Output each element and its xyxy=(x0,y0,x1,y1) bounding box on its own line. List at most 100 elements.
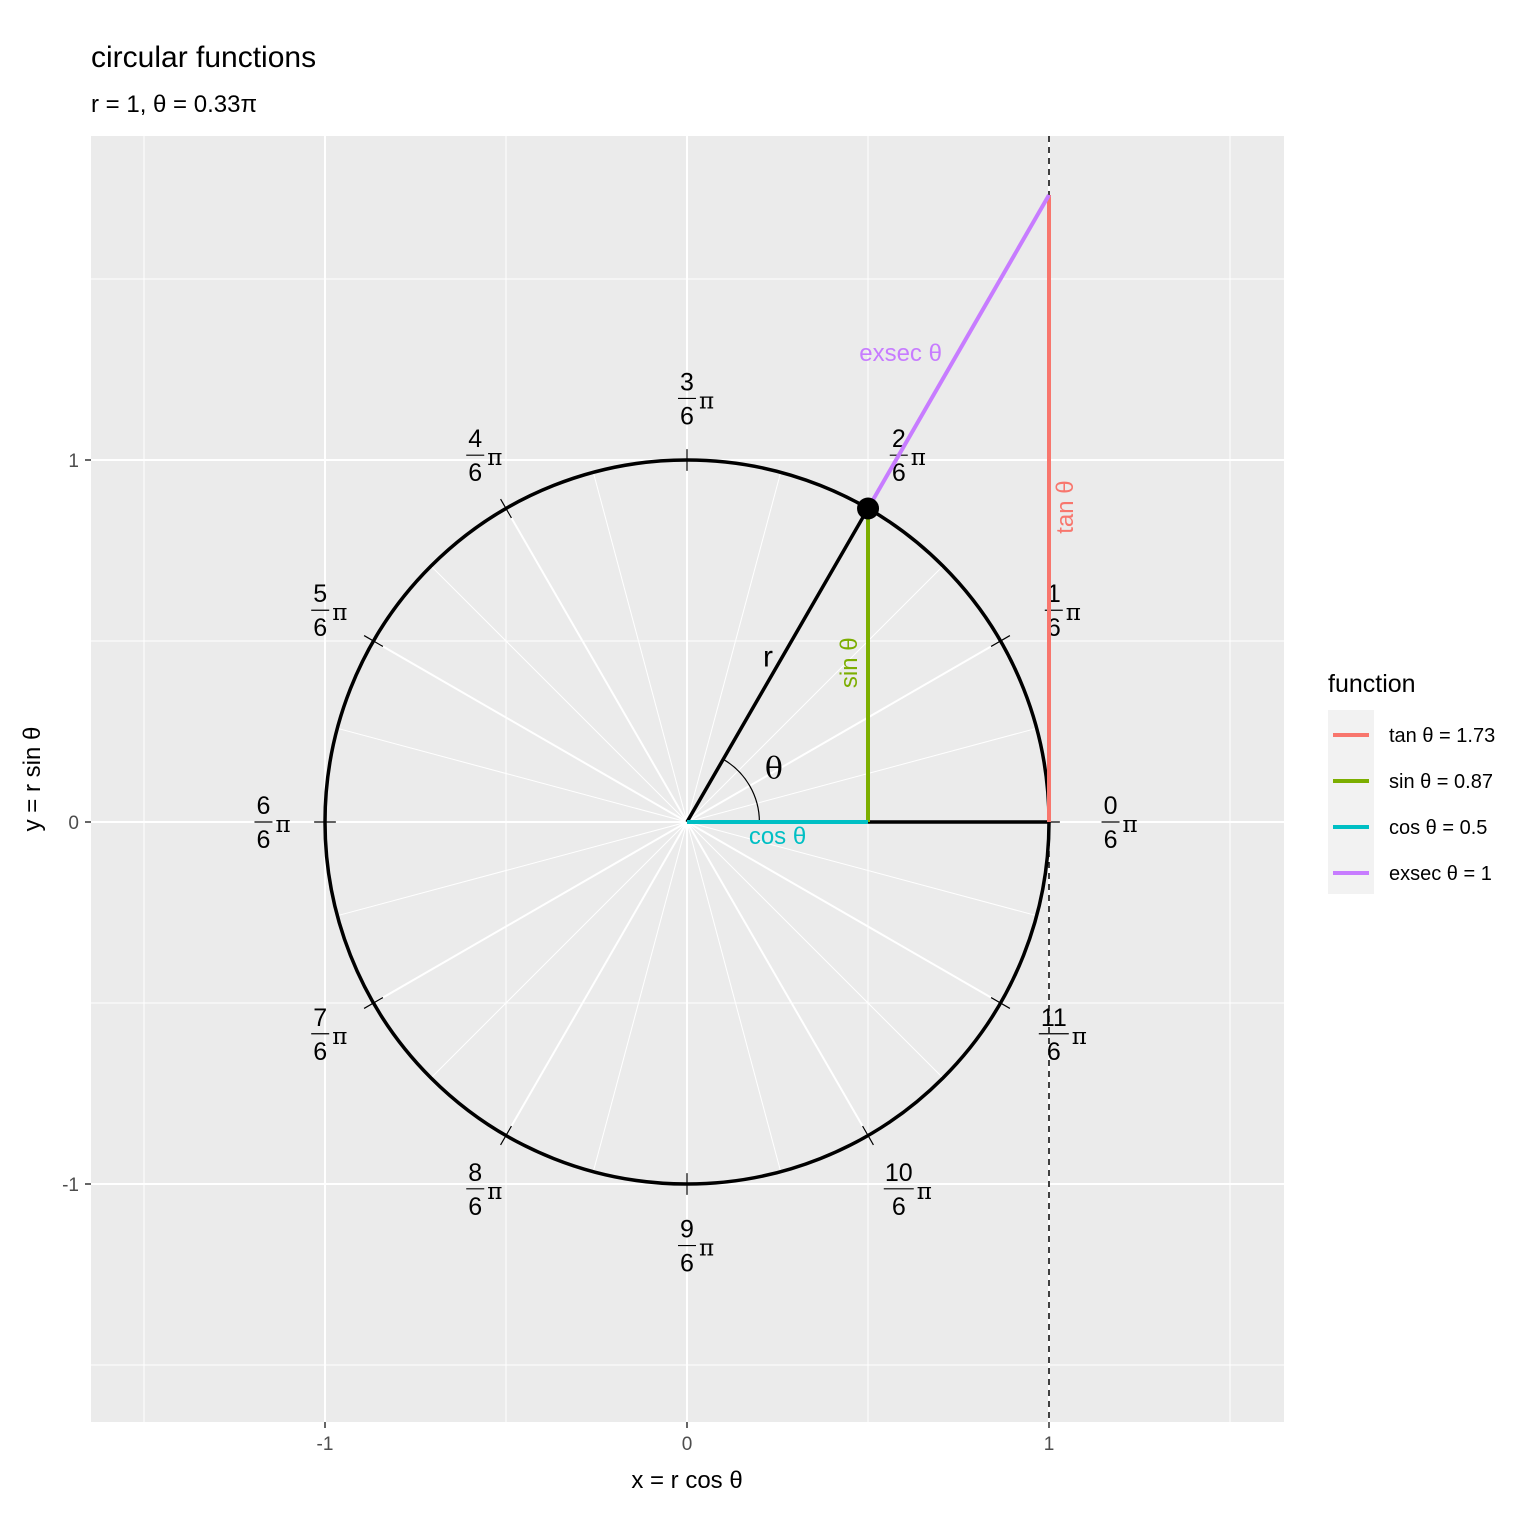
angle-denominator: 6 xyxy=(468,1193,482,1221)
angle-label: 10 6π xyxy=(883,1159,932,1221)
angle-label: 0 6π xyxy=(1101,792,1138,854)
angle-label: 9 6π xyxy=(678,1216,714,1278)
cos-label: cos θ xyxy=(749,823,806,850)
spoke-line xyxy=(430,565,688,823)
y-axis-title: y = r sin θ xyxy=(19,727,46,832)
tan-label: tan θ xyxy=(1052,480,1079,533)
spoke-line xyxy=(686,640,1002,823)
angle-pi: π xyxy=(487,1179,502,1205)
chart-title: circular functions xyxy=(91,41,316,74)
spoke-line xyxy=(686,821,869,1137)
angle-numerator: 4 xyxy=(468,425,482,453)
radius-label: r xyxy=(763,640,773,673)
angle-denominator: 6 xyxy=(1104,826,1118,854)
angle-label: 26π xyxy=(889,425,926,487)
x-tick-label: 0 xyxy=(682,1434,693,1455)
radius-line xyxy=(685,507,870,823)
legend: function tan θ = 1.73 sin θ = 0.87 cos θ =… xyxy=(1328,670,1495,894)
x-tick-label: 1 xyxy=(1044,1434,1055,1455)
spoke-line xyxy=(372,640,688,823)
angle-tick xyxy=(363,635,384,647)
angle-tick xyxy=(990,997,1011,1009)
angle-denominator: 6 xyxy=(892,459,906,487)
exsec-label: exsec θ xyxy=(859,340,942,367)
legend-label: tan θ = 1.73 xyxy=(1389,725,1495,747)
spoke-line xyxy=(505,821,688,1137)
spoke-line xyxy=(686,565,944,823)
legend-key-background xyxy=(1328,710,1374,894)
spoke-line xyxy=(686,821,944,1079)
angle-label: 11 6π xyxy=(1038,1004,1087,1066)
angle-pi: π xyxy=(1066,600,1081,626)
spoke-line xyxy=(686,727,1037,823)
x-tick-label: -1 xyxy=(317,1434,334,1455)
angle-tick xyxy=(363,997,384,1009)
angle-numerator: 9 xyxy=(680,1216,694,1244)
angle-pi: π xyxy=(699,1236,714,1262)
function-series xyxy=(687,194,1051,824)
chart-subtitle: r = 1, θ = 0.33π xyxy=(91,91,257,118)
angle-pi: π xyxy=(275,812,290,838)
spoke-line xyxy=(686,821,782,1172)
angle-denominator: 6 xyxy=(680,402,694,430)
angle-numerator: 8 xyxy=(468,1159,482,1187)
spoke-line xyxy=(686,821,1037,917)
x-axis-title: x = r cos θ xyxy=(631,1467,742,1494)
angle-numerator: 11 xyxy=(1041,1004,1067,1032)
spoke-line xyxy=(372,821,688,1004)
legend-label: sin θ = 0.87 xyxy=(1389,771,1493,793)
spoke-line xyxy=(505,507,688,823)
spoke-line xyxy=(337,727,688,823)
theta-arc xyxy=(722,758,760,823)
angle-pi: π xyxy=(1072,1024,1087,1050)
spoke-line xyxy=(337,821,688,917)
angle-tick xyxy=(500,498,512,519)
angle-spokes xyxy=(337,472,1037,1172)
legend-title: function xyxy=(1328,670,1416,698)
angle-denominator: 6 xyxy=(313,1038,327,1066)
angle-label: 8 6π xyxy=(466,1159,502,1221)
angle-denominator: 6 xyxy=(892,1193,906,1221)
theta-label: θ xyxy=(765,752,783,787)
angle-pi: π xyxy=(487,445,502,471)
angle-denominator: 6 xyxy=(257,826,271,854)
angle-label: 4 6π xyxy=(466,425,502,487)
angle-numerator: 7 xyxy=(313,1004,327,1032)
angle-numerator: 3 xyxy=(680,368,694,396)
angle-numerator: 6 xyxy=(257,792,271,820)
angle-denominator: 6 xyxy=(1047,1038,1061,1066)
angle-pi: π xyxy=(917,1179,932,1205)
point-marker xyxy=(857,497,880,520)
axes: -1 0 1 -1 0 1 xyxy=(62,451,1054,1455)
angle-tick xyxy=(990,635,1011,647)
angle-pi: π xyxy=(699,388,714,414)
y-tick-label: 1 xyxy=(68,451,79,472)
angle-tick xyxy=(862,1125,874,1146)
angle-label: 5 6π xyxy=(311,580,347,642)
angle-numerator: 10 xyxy=(885,1159,913,1187)
y-tick-label: 0 xyxy=(68,813,79,834)
segment-labels: tan θ sin θ cos θ exsec θ xyxy=(749,340,1079,850)
angle-numerator: 0 xyxy=(1104,792,1118,820)
angle-pi: π xyxy=(332,600,347,626)
angle-tick xyxy=(500,1125,512,1146)
angle-denominator: 6 xyxy=(313,614,327,642)
legend-label: exsec θ = 1 xyxy=(1389,863,1492,885)
spoke-line xyxy=(592,821,688,1172)
angle-denominator: 6 xyxy=(468,459,482,487)
legend-label: cos θ = 0.5 xyxy=(1389,817,1487,839)
spoke-line xyxy=(592,472,688,823)
angle-pi: π xyxy=(911,445,926,471)
angle-label: 6 6π xyxy=(254,792,291,854)
series-line xyxy=(866,194,1051,510)
angle-denominator: 6 xyxy=(680,1250,694,1278)
angle-label: 3 6π xyxy=(678,368,714,430)
spoke-line xyxy=(686,821,1002,1004)
angle-pi: π xyxy=(1123,812,1138,838)
sin-label: sin θ xyxy=(836,637,863,688)
spoke-line xyxy=(686,472,782,823)
angle-pi: π xyxy=(332,1024,347,1050)
angle-numerator: 5 xyxy=(313,580,327,608)
